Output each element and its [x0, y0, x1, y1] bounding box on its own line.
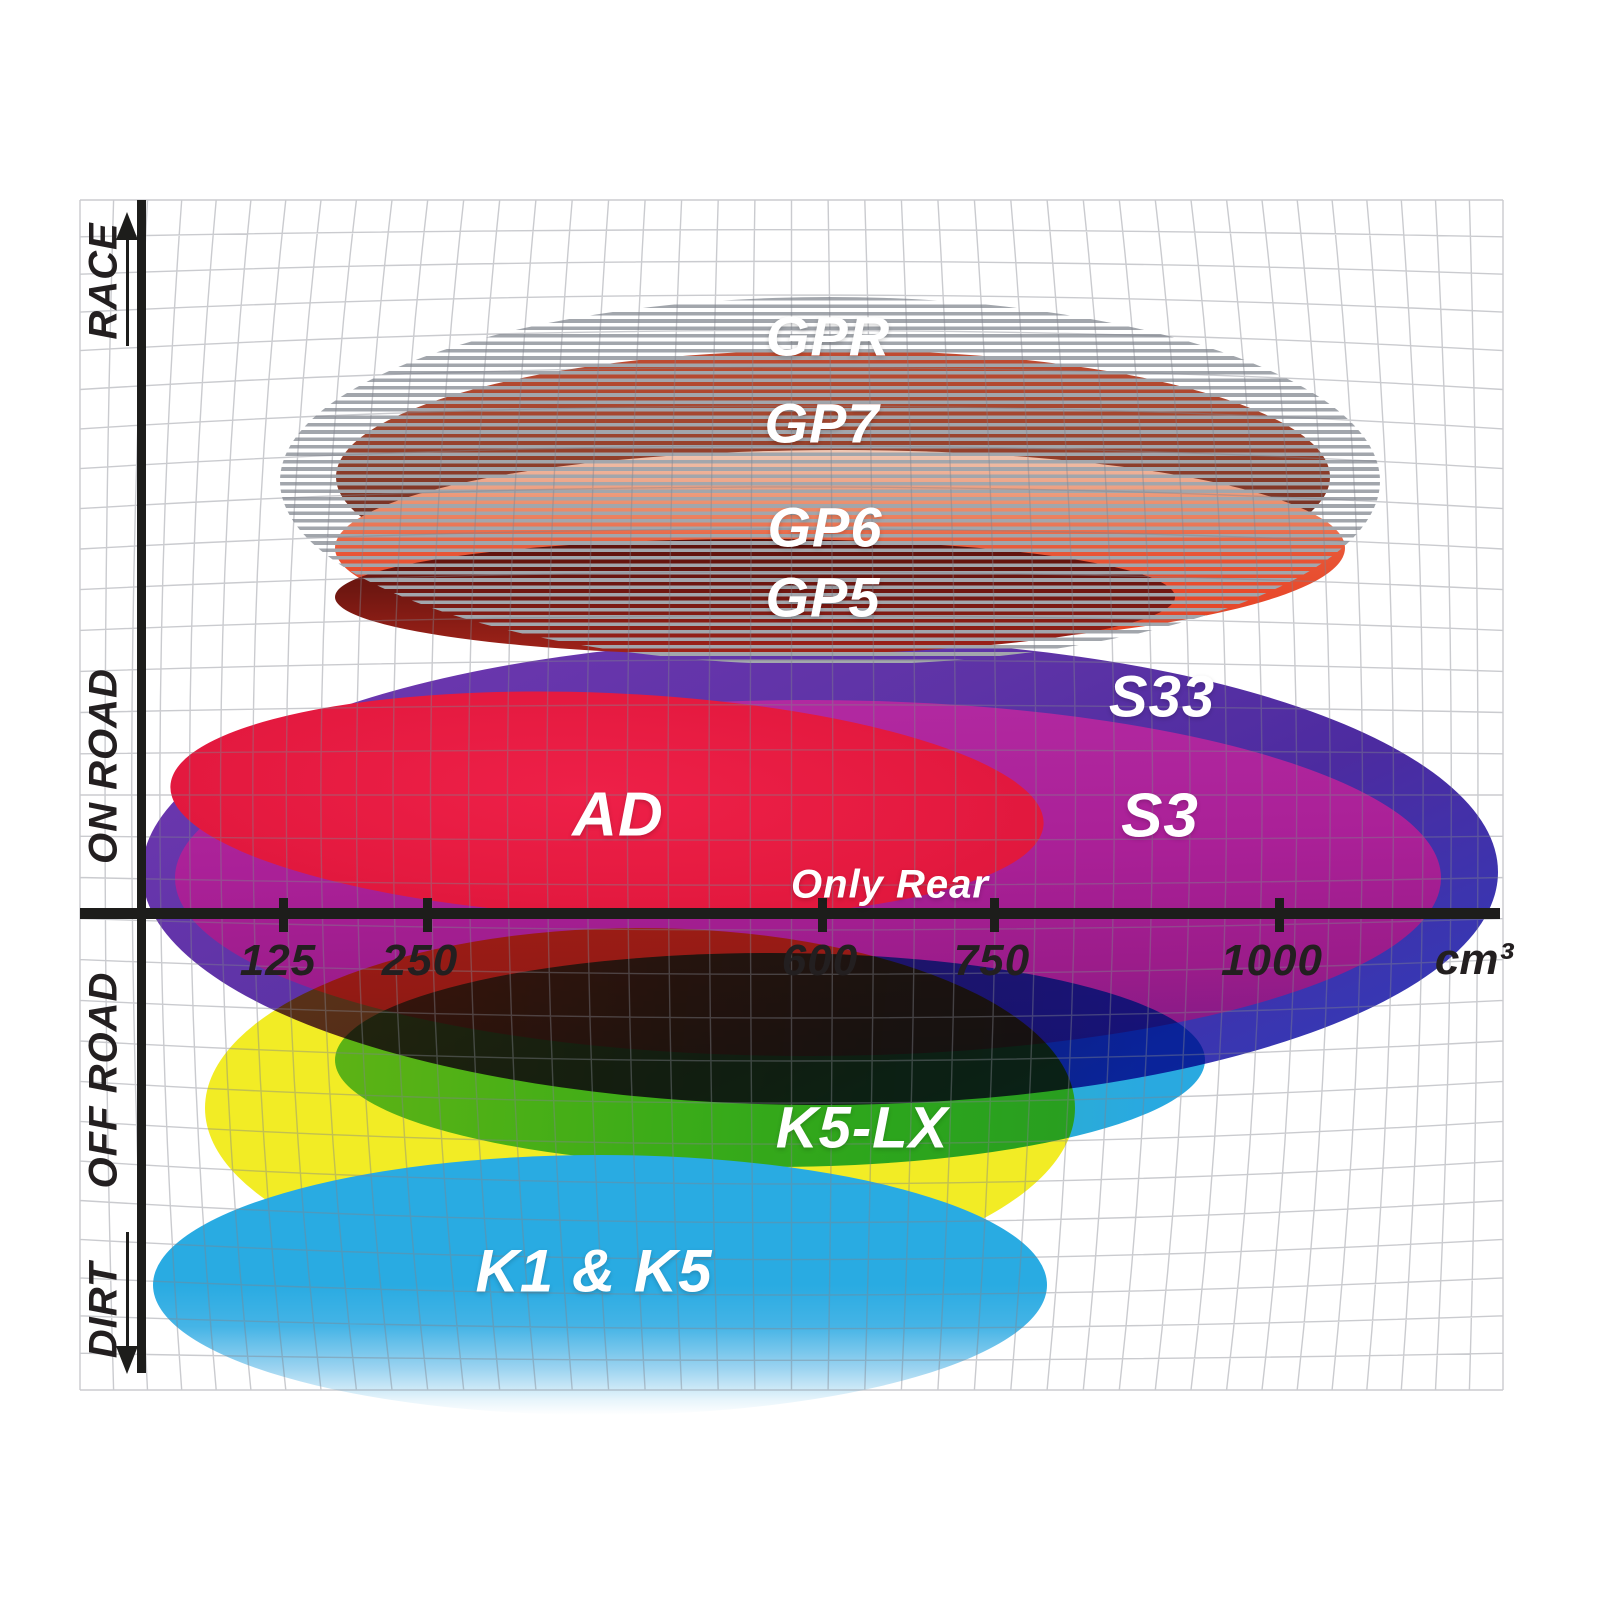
ellipse-gpr-hatched [280, 297, 1380, 665]
tick-label-600: 600 [781, 936, 859, 985]
zone-label-dirt: DIRT [81, 1261, 126, 1359]
tick-label-1000: 1000 [1221, 936, 1323, 985]
race-arrow-line [126, 236, 129, 346]
race-arrow-up-icon [116, 212, 138, 240]
tick-250 [423, 898, 432, 932]
label-gpr: GPR [765, 304, 891, 368]
tick-label-250: 250 [381, 936, 459, 985]
label-gp7: GP7 [764, 391, 880, 455]
ellipse-k5lx [335, 953, 1205, 1167]
label-s33: S33 [1108, 664, 1216, 730]
x-axis-line [80, 908, 1500, 919]
tick-label-750: 750 [953, 936, 1031, 985]
x-axis-unit-label: cm³ [1434, 935, 1514, 984]
label-ad: AD [572, 780, 664, 850]
label-only-rear: Only Rear [791, 862, 989, 907]
tick-750 [990, 898, 999, 932]
tick-label-125: 125 [239, 936, 317, 985]
label-k5lx: K5-LX [775, 1095, 949, 1161]
label-s3: S3 [1121, 781, 1199, 851]
label-gp6: GP6 [767, 495, 883, 559]
zone-label-on-road: ON ROAD [81, 668, 126, 864]
tick-600 [818, 898, 827, 932]
y-axis-line [137, 200, 146, 1373]
dirt-arrow-down-icon [116, 1346, 138, 1374]
dirt-arrow-line [126, 1232, 129, 1348]
ellipse-k1k5 [153, 1155, 1047, 1415]
tick-1000 [1275, 898, 1284, 932]
tick-125 [279, 898, 288, 932]
zone-label-off-road: OFF ROAD [81, 971, 126, 1189]
zone-label-race: RACE [81, 222, 126, 340]
label-gp5: GP5 [765, 565, 881, 629]
label-k1k5: K1 & K5 [475, 1237, 713, 1305]
